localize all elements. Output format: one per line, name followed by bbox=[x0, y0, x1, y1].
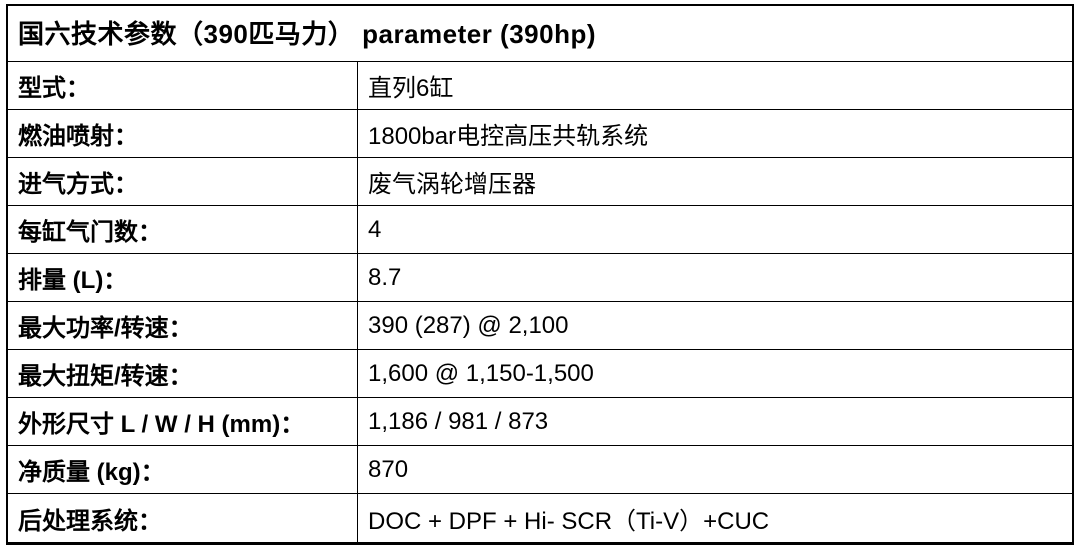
row-value: DOC + DPF + Hi- SCR（Ti-V）+CUC bbox=[358, 494, 1072, 542]
row-value: 直列6缸 bbox=[358, 62, 1072, 109]
row-label: 每缸气门数： bbox=[8, 206, 358, 253]
row-label: 最大扭矩/转速： bbox=[8, 350, 358, 397]
row-value: 870 bbox=[358, 446, 1072, 493]
table-row: 型式： 直列6缸 bbox=[8, 62, 1072, 110]
spec-table: 国六技术参数（390匹马力） parameter (390hp) 型式： 直列6… bbox=[6, 4, 1074, 545]
row-value: 1,186 / 981 / 873 bbox=[358, 398, 1072, 445]
row-value: 8.7 bbox=[358, 254, 1072, 301]
row-value: 390 (287) @ 2,100 bbox=[358, 302, 1072, 349]
table-row: 净质量 (kg)： 870 bbox=[8, 446, 1072, 494]
row-value: 废气涡轮增压器 bbox=[358, 158, 1072, 205]
row-label: 后处理系统： bbox=[8, 494, 358, 542]
row-value: 1,600 @ 1,150-1,500 bbox=[358, 350, 1072, 397]
row-label: 外形尺寸 L / W / H (mm)： bbox=[8, 398, 358, 445]
table-row: 排量 (L)： 8.7 bbox=[8, 254, 1072, 302]
row-label: 燃油喷射： bbox=[8, 110, 358, 157]
row-label: 型式： bbox=[8, 62, 358, 109]
row-value: 1800bar电控高压共轨系统 bbox=[358, 110, 1072, 157]
table-row: 每缸气门数： 4 bbox=[8, 206, 1072, 254]
table-title: 国六技术参数（390匹马力） parameter (390hp) bbox=[8, 6, 1072, 62]
table-row: 外形尺寸 L / W / H (mm)： 1,186 / 981 / 873 bbox=[8, 398, 1072, 446]
row-label: 最大功率/转速： bbox=[8, 302, 358, 349]
row-label: 进气方式： bbox=[8, 158, 358, 205]
table-row: 后处理系统： DOC + DPF + Hi- SCR（Ti-V）+CUC bbox=[8, 494, 1072, 542]
table-row: 进气方式： 废气涡轮增压器 bbox=[8, 158, 1072, 206]
row-label: 净质量 (kg)： bbox=[8, 446, 358, 493]
table-row: 最大扭矩/转速： 1,600 @ 1,150-1,500 bbox=[8, 350, 1072, 398]
row-label: 排量 (L)： bbox=[8, 254, 358, 301]
table-row: 燃油喷射： 1800bar电控高压共轨系统 bbox=[8, 110, 1072, 158]
row-value: 4 bbox=[358, 206, 1072, 253]
table-row: 最大功率/转速： 390 (287) @ 2,100 bbox=[8, 302, 1072, 350]
